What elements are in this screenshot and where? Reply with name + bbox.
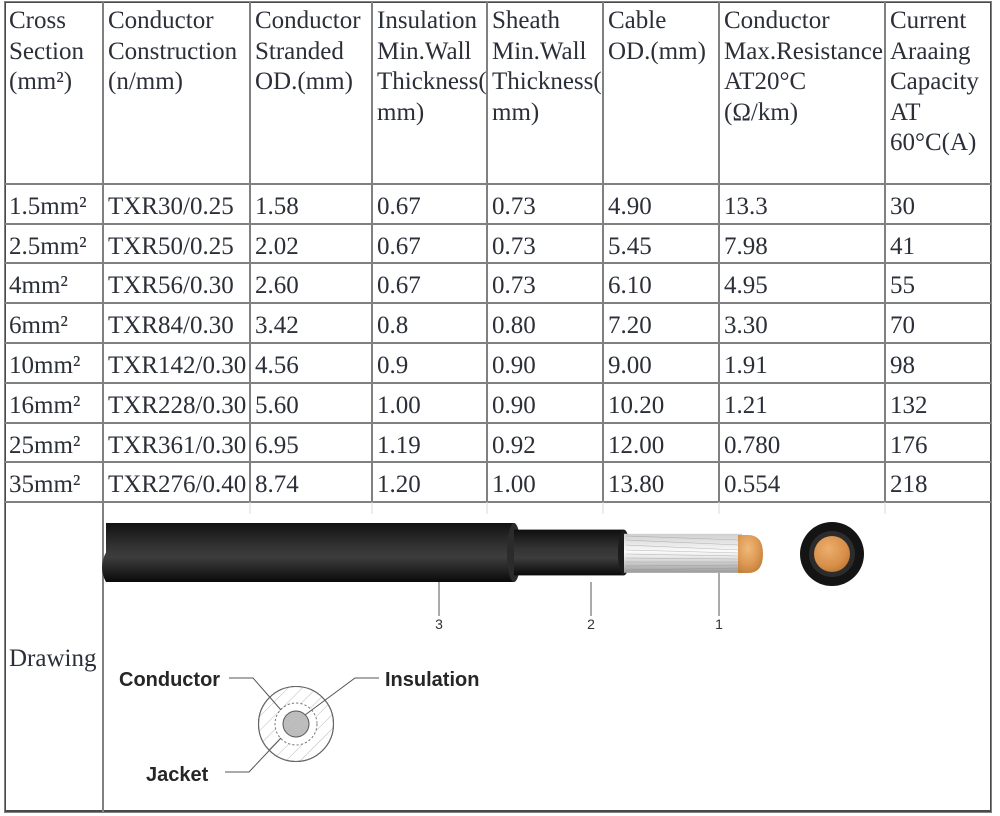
svg-text:Insulation: Insulation (385, 669, 479, 691)
svg-text:1: 1 (715, 616, 723, 632)
svg-text:Jacket: Jacket (146, 764, 209, 786)
svg-text:3: 3 (435, 616, 443, 632)
svg-text:2: 2 (587, 616, 595, 632)
svg-text:Conductor: Conductor (119, 669, 220, 691)
